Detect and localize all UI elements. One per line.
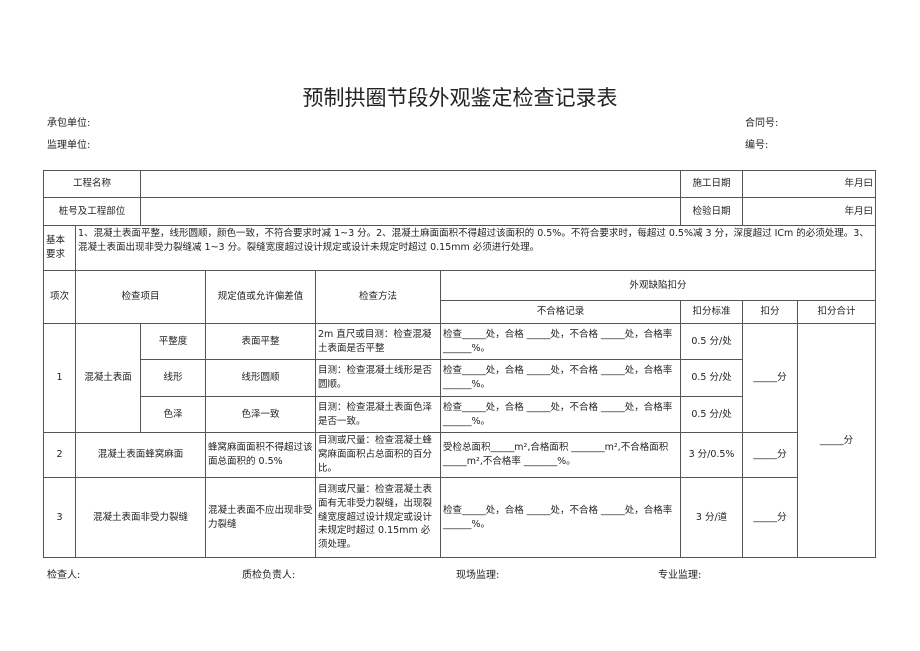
row-deduct[interactable]: _____分 <box>742 432 799 478</box>
row-record[interactable]: 受检总面积_____m²,合格面积 _______m²,不合格面积_____m²… <box>440 432 682 478</box>
row-item: 混凝土表面蜂窝麻面 <box>74 432 207 478</box>
row-deduct[interactable]: _____分 <box>742 477 799 558</box>
row-deduct[interactable]: _____分 <box>742 323 799 433</box>
contract-no-label: 合同号: <box>745 118 779 129</box>
pile-part-label: 桩号及工程部位 <box>42 197 142 226</box>
col-no: 项次 <box>43 270 76 324</box>
qc-label: 质检负责人: <box>242 570 296 581</box>
start-date-label: 施工日期 <box>680 170 744 198</box>
col-item: 检查项目 <box>74 270 207 324</box>
project-name-label: 工程名称 <box>42 170 142 198</box>
row-record[interactable]: 检查_____处，合格 _____处，不合格 _____处，合格率______%… <box>440 323 682 360</box>
col-defect: 外观缺陷扣分 <box>440 270 877 301</box>
row-spec: 表面平整 <box>205 323 317 360</box>
row-standard: 0.5 分/处 <box>680 323 744 360</box>
inspector-label: 检查人: <box>47 570 81 581</box>
row-item: 混凝土表面非受力裂缝 <box>74 477 207 558</box>
row-standard: 0.5 分/处 <box>680 359 744 397</box>
row-method: 目测或尺量：检查混凝土表面有无非受力裂缝，出现裂缝宽度超过设计规定或设计未规定时… <box>315 477 442 558</box>
table-row: 3 混凝土表面非受力裂缝 混凝土表面不应出现非受力裂缝 目测或尺量：检查混凝土表面有无… <box>43 477 876 558</box>
col-method: 检查方法 <box>315 270 442 324</box>
col-spec: 规定值或允许偏差值 <box>205 270 317 324</box>
project-name-field[interactable] <box>140 170 682 198</box>
row-standard: 3 分/0.5% <box>680 432 744 478</box>
table-row: 色泽 色泽一致 目测：检查混凝土表面色泽是否一致。 检查_____处，合格 _____… <box>44 396 876 433</box>
serial-no-label: 编号: <box>745 140 769 151</box>
specialist-label: 专业监理: <box>658 570 702 581</box>
col-total: 扣分合计 <box>797 300 877 324</box>
row-record[interactable]: 检查_____处，合格 _____处，不合格 _____处，合格率______%… <box>440 359 682 397</box>
pile-part-field[interactable] <box>140 197 682 226</box>
row-spec: 蜂窝麻面面积不得超过该面总面积的 0.5% <box>205 432 317 478</box>
row-standard: 0.5 分/处 <box>680 396 744 433</box>
inspect-date-label: 检验日期 <box>680 197 744 226</box>
inspect-date-field[interactable]: 年月曰 <box>742 197 877 226</box>
col-standard: 扣分标准 <box>680 300 744 324</box>
start-date-field[interactable]: 年月曰 <box>742 170 877 198</box>
row-method: 目测：检查混凝土线形是否圆顺。 <box>315 359 442 397</box>
total-deduct[interactable]: _____分 <box>797 323 877 558</box>
inspection-table: 工程名称 施工日期 年月曰 桩号及工程部位 检验日期 年月曰 基本要求 1、混凝土表面平整… <box>42 170 877 558</box>
row-no: 3 <box>43 477 76 558</box>
row-sub: 色泽 <box>140 396 207 433</box>
row-record[interactable]: 检查_____处，合格 _____处，不合格 _____处，合格率______%… <box>440 477 682 558</box>
col-deduct: 扣分 <box>742 300 799 324</box>
table-row: 线形 线形圆顺 目测：检查混凝土线形是否圆顺。 检查_____处，合格 _____处，… <box>44 359 876 397</box>
row-sub: 线形 <box>140 359 207 397</box>
site-supervisor-label: 现场监理: <box>456 570 500 581</box>
row-record[interactable]: 检查_____处，合格 _____处，不合格 _____处，合格率______%… <box>440 396 682 433</box>
row-method: 2m 直尺或目测：检查混凝土表面是否平整 <box>315 323 442 360</box>
row-group: 混凝土表面 <box>74 323 142 433</box>
page-title: 预制拱圈节段外观鉴定检查记录表 <box>302 86 618 110</box>
row-sub: 平整度 <box>140 323 207 360</box>
row-no: 1 <box>43 323 76 433</box>
contractor-label: 承包单位: <box>47 118 91 129</box>
row-method: 目测或尺量：检查混凝土蜂窝麻面面积占总面积的百分比。 <box>315 432 442 478</box>
requirement-text: 1、混凝土表面平整，线形圆顺，颜色一致，不符合要求时减 1~3 分。2、混凝土麻… <box>74 225 877 271</box>
row-method: 目测：检查混凝土表面色泽是否一致。 <box>315 396 442 433</box>
row-spec: 混凝土表面不应出现非受力裂缝 <box>205 477 317 558</box>
col-record: 不合格记录 <box>440 300 682 324</box>
row-spec: 色泽一致 <box>205 396 317 433</box>
row-standard: 3 分/道 <box>680 477 744 558</box>
table-row: 2 混凝土表面蜂窝麻面 蜂窝麻面面积不得超过该面总面积的 0.5% 目测或尺量：检查混… <box>43 432 876 478</box>
table-row: 1 混凝土表面 平整度 表面平整 2m 直尺或目测：检查混凝土表面是否平整 检查_____… <box>43 323 877 558</box>
row-spec: 线形圆顺 <box>205 359 317 397</box>
row-no: 2 <box>43 432 76 478</box>
supervisor-label: 监理单位: <box>47 140 91 151</box>
requirement-label: 基本要求 <box>43 225 76 271</box>
